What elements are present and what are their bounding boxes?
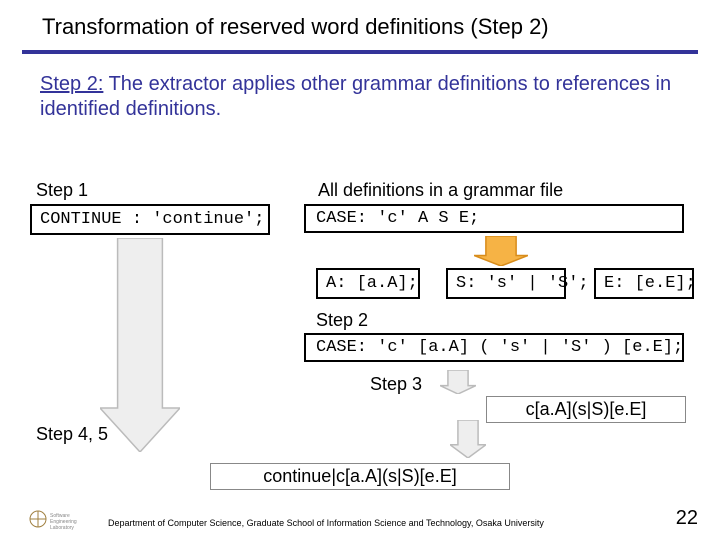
continue-box: CONTINUE : 'continue';: [30, 204, 270, 235]
footer-text: Department of Computer Science, Graduate…: [108, 518, 544, 528]
arrow-left-long: [100, 238, 180, 452]
step45-label: Step 4, 5: [36, 424, 108, 445]
subtitle-step: Step 2:: [40, 73, 103, 95]
svg-text:Laboratory: Laboratory: [50, 525, 74, 530]
S-box: S: 's' | 'S';: [446, 268, 566, 299]
subtitle-rest: The extractor applies other grammar defi…: [40, 73, 671, 120]
case1-box: CASE: 'c' A S E;: [304, 204, 684, 233]
case2-box: CASE: 'c' [a.A] ( 's' | 'S' ) [e.E];: [304, 333, 684, 362]
step3-label: Step 3: [370, 374, 422, 395]
A-box: A: [a.A];: [316, 268, 420, 299]
logo-icon: Software Engineering Laboratory: [28, 508, 90, 530]
result2-box: continue|c[a.A](s|S)[e.E]: [210, 463, 510, 490]
title-underline: [22, 50, 698, 54]
arrow-orange-top: [474, 236, 528, 266]
page-title: Transformation of reserved word definiti…: [0, 0, 720, 50]
page-number: 22: [676, 507, 698, 530]
arrow-low: [450, 420, 486, 458]
arrow-mid: [440, 370, 476, 394]
step1-label: Step 1: [36, 180, 88, 201]
step2-label: Step 2: [316, 310, 368, 331]
result1-box: c​[​a​.​A​]​(​s​|​S​)​[​e​.​E​]: [486, 396, 686, 423]
subtitle: Step 2: The extractor applies other gram…: [0, 72, 720, 130]
E-box: E: [e.E];: [594, 268, 694, 299]
all-defs-label: All definitions in a grammar file: [318, 180, 563, 201]
